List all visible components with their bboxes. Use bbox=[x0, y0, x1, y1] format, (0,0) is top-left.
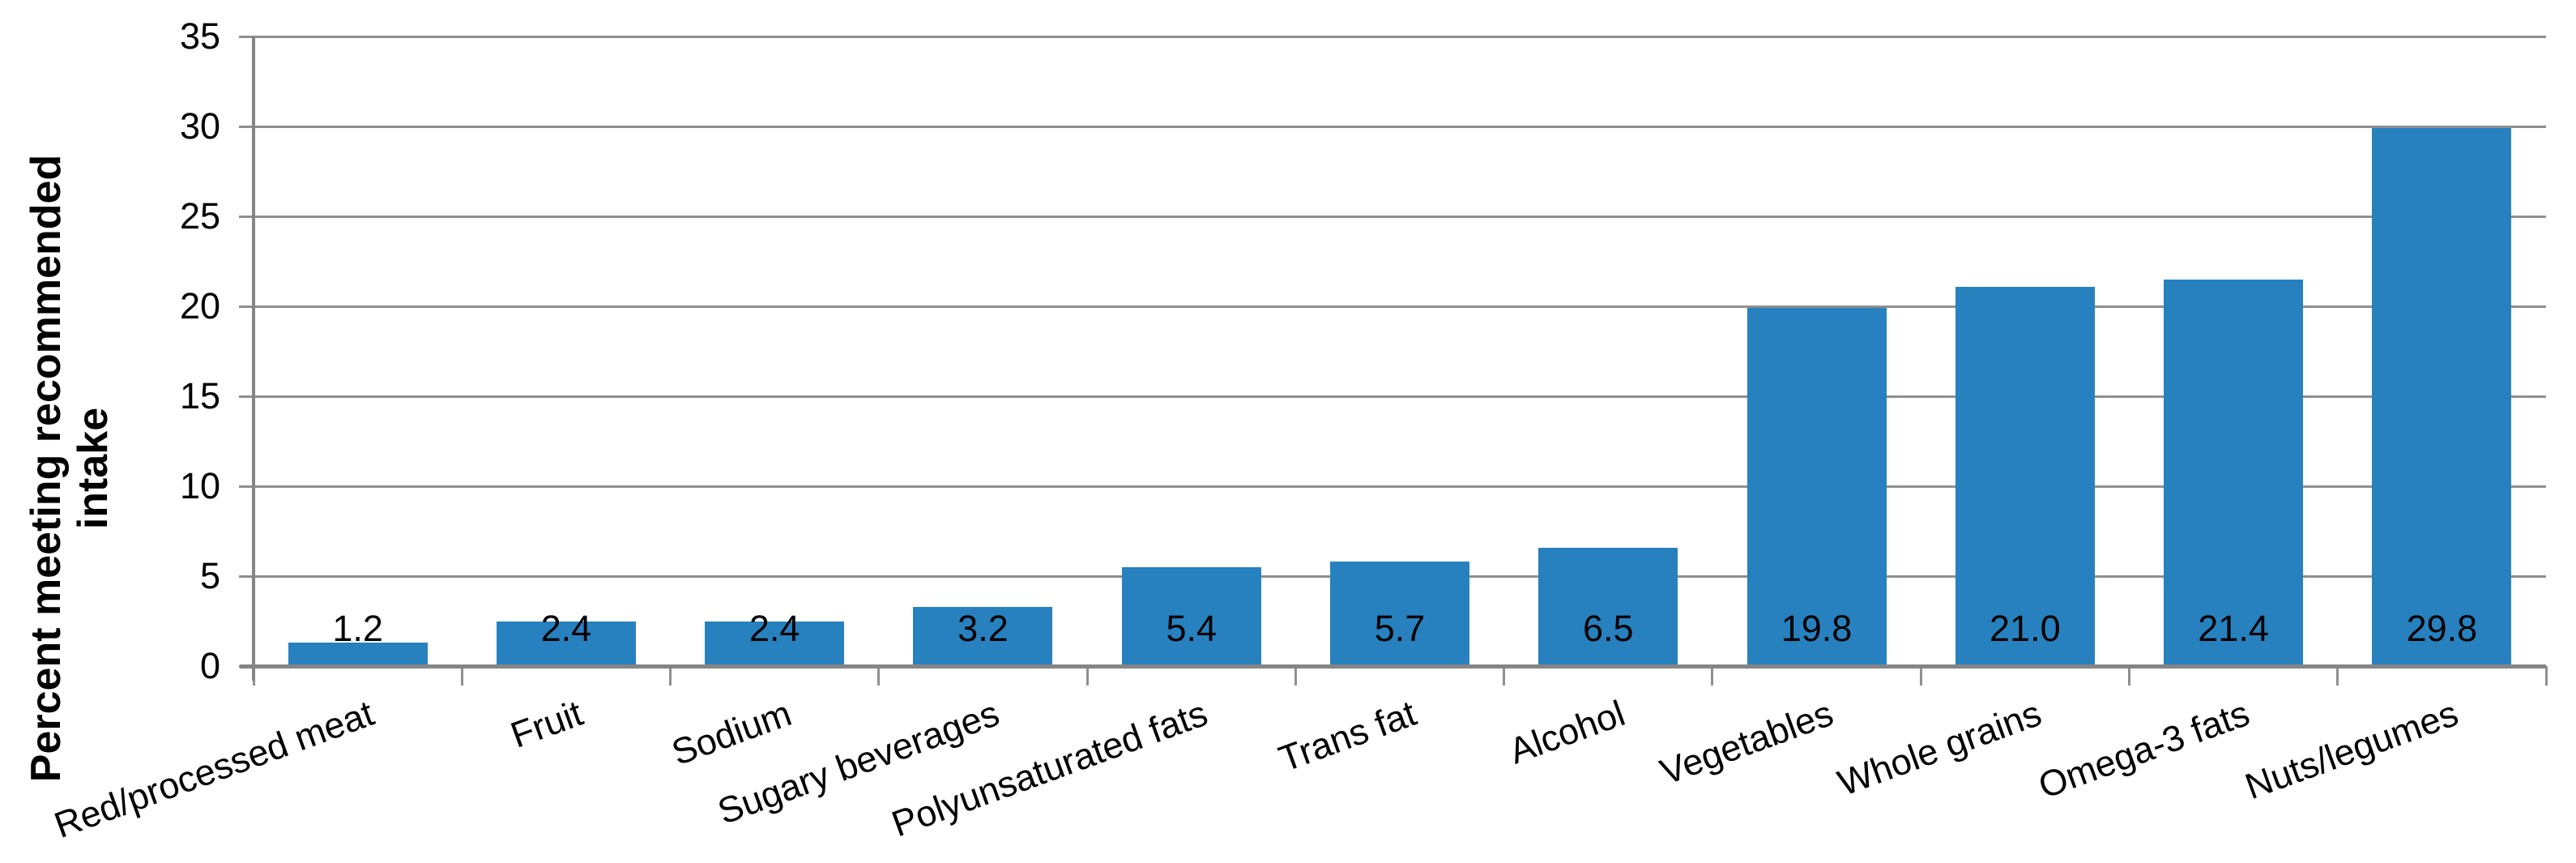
bar bbox=[496, 621, 636, 664]
y-tick-mark bbox=[239, 35, 254, 38]
y-axis-tick-label: 5 bbox=[199, 555, 220, 596]
bar bbox=[1538, 547, 1678, 664]
y-axis-tick-label: 20 bbox=[179, 285, 220, 327]
x-axis-category-label: Omega-3 fats bbox=[2033, 692, 2255, 807]
y-tick-mark bbox=[239, 305, 254, 308]
y-tick-mark bbox=[239, 215, 254, 218]
x-tick-mark bbox=[2336, 666, 2339, 686]
y-axis-line bbox=[252, 36, 255, 681]
x-axis-category-label: Vegetables bbox=[1654, 692, 1839, 793]
bar-value-label: 21.4 bbox=[2198, 608, 2269, 649]
x-axis-line bbox=[240, 664, 2546, 669]
x-tick-mark bbox=[1503, 666, 1506, 686]
x-axis-category-label: Alcohol bbox=[1503, 692, 1631, 772]
bar-value-label: 19.8 bbox=[1781, 608, 1853, 649]
bar-value-label: 5.7 bbox=[1374, 608, 1426, 649]
bar bbox=[1955, 286, 2095, 664]
x-tick-mark bbox=[1085, 666, 1089, 686]
bar-value-label: 2.4 bbox=[748, 608, 800, 649]
y-tick-mark bbox=[239, 395, 254, 398]
gridline bbox=[254, 35, 2546, 38]
bar-value-label: 21.0 bbox=[1990, 608, 2061, 649]
x-tick-mark bbox=[669, 666, 672, 686]
gridline bbox=[254, 215, 2546, 218]
bar bbox=[1330, 562, 1469, 664]
y-axis-tick-label: 25 bbox=[179, 195, 220, 237]
gridline bbox=[254, 395, 2546, 398]
y-tick-mark bbox=[239, 485, 254, 488]
y-axis-tick-label: 35 bbox=[179, 15, 220, 57]
bar bbox=[2372, 128, 2512, 664]
y-axis-tick-label: 15 bbox=[179, 375, 220, 417]
bar-value-label: 29.8 bbox=[2406, 608, 2478, 649]
x-tick-mark bbox=[1919, 666, 1922, 686]
y-tick-mark bbox=[239, 575, 254, 578]
x-axis-category-label: Trans fat bbox=[1273, 692, 1422, 780]
x-axis-category-label: Whole grains bbox=[1832, 692, 2047, 804]
x-tick-mark bbox=[1711, 666, 1714, 686]
bar bbox=[288, 643, 428, 664]
bar-value-label: 6.5 bbox=[1582, 608, 1634, 649]
bar-value-label: 2.4 bbox=[540, 608, 592, 649]
y-axis-tick-label: 30 bbox=[179, 105, 220, 147]
x-tick-mark bbox=[460, 666, 463, 686]
x-tick-mark bbox=[2544, 666, 2548, 686]
bar bbox=[2164, 279, 2304, 664]
gridline bbox=[254, 125, 2546, 128]
x-tick-mark bbox=[1294, 666, 1297, 686]
x-tick-mark bbox=[877, 666, 881, 686]
bar-value-label: 1.2 bbox=[332, 608, 383, 649]
y-axis-tick-label: 10 bbox=[179, 465, 220, 506]
y-tick-mark bbox=[239, 125, 254, 128]
bar-value-label: 5.4 bbox=[1166, 608, 1217, 649]
gridline bbox=[254, 485, 2546, 488]
bar bbox=[705, 621, 845, 664]
x-axis-category-label: Sodium bbox=[666, 692, 796, 774]
bar bbox=[913, 606, 1053, 664]
bar bbox=[1121, 567, 1261, 664]
y-axis-tick-label: 0 bbox=[199, 645, 220, 686]
bar bbox=[1746, 308, 1887, 664]
x-tick-mark bbox=[2127, 666, 2130, 686]
x-axis-category-label: Fruit bbox=[505, 692, 588, 756]
x-axis-category-label: Nuts/legumes bbox=[2240, 692, 2464, 808]
gridline bbox=[254, 305, 2546, 308]
bar-value-label: 3.2 bbox=[957, 608, 1009, 649]
